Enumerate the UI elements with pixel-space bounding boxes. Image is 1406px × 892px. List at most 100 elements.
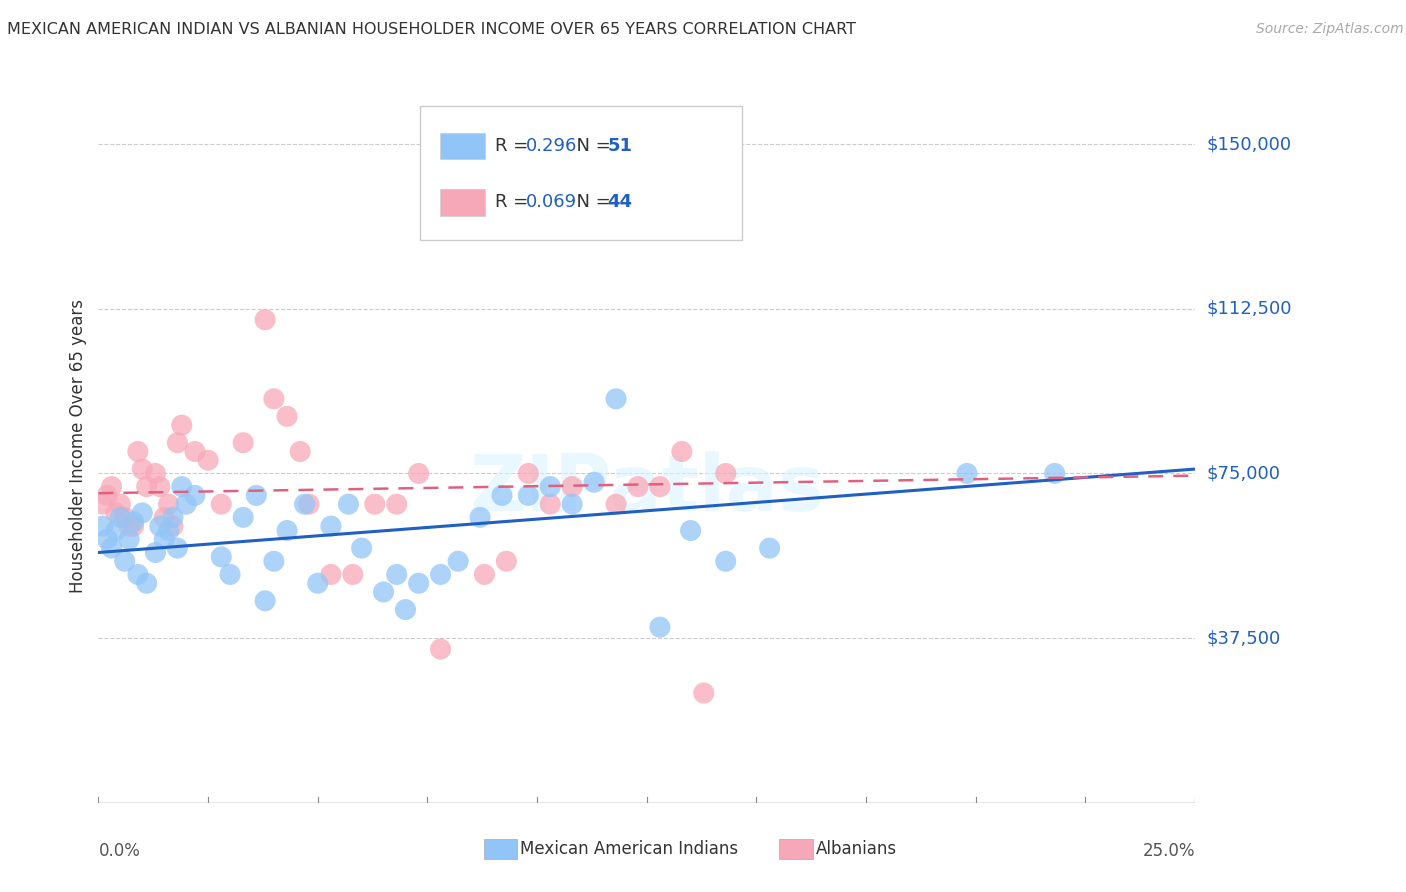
Point bbox=[561, 480, 583, 494]
Point bbox=[364, 497, 387, 511]
Point bbox=[408, 467, 430, 481]
Point bbox=[627, 480, 650, 494]
Point bbox=[491, 488, 513, 502]
Point bbox=[170, 480, 193, 494]
Text: 0.0%: 0.0% bbox=[98, 842, 141, 860]
Text: 0.296: 0.296 bbox=[526, 136, 578, 154]
Point bbox=[276, 524, 298, 538]
Point bbox=[114, 554, 136, 568]
Text: $150,000: $150,000 bbox=[1206, 135, 1291, 153]
Point bbox=[122, 515, 145, 529]
Point bbox=[648, 620, 671, 634]
Text: 0.069: 0.069 bbox=[526, 193, 576, 211]
Point bbox=[153, 533, 176, 547]
Point bbox=[162, 510, 184, 524]
Point bbox=[263, 554, 285, 568]
Point bbox=[174, 497, 197, 511]
Point bbox=[350, 541, 373, 555]
Point bbox=[110, 497, 132, 511]
Point bbox=[135, 576, 157, 591]
Point bbox=[517, 488, 540, 502]
Point bbox=[110, 510, 132, 524]
Point bbox=[319, 567, 342, 582]
Point bbox=[232, 435, 254, 450]
Point bbox=[298, 497, 321, 511]
Text: N =: N = bbox=[565, 136, 617, 154]
Text: R =: R = bbox=[495, 136, 534, 154]
Text: $75,000: $75,000 bbox=[1206, 465, 1281, 483]
Point bbox=[131, 462, 153, 476]
Point bbox=[429, 642, 451, 657]
Point bbox=[149, 480, 172, 494]
Point bbox=[157, 524, 180, 538]
Point bbox=[307, 576, 329, 591]
Point bbox=[294, 497, 316, 511]
Text: R =: R = bbox=[495, 193, 534, 211]
Text: 44: 44 bbox=[607, 193, 633, 211]
Point bbox=[447, 554, 470, 568]
Point bbox=[385, 567, 408, 582]
Point bbox=[135, 480, 157, 494]
Point bbox=[96, 488, 118, 502]
Text: $37,500: $37,500 bbox=[1206, 629, 1281, 647]
Point bbox=[149, 519, 172, 533]
Y-axis label: Householder Income Over 65 years: Householder Income Over 65 years bbox=[69, 299, 87, 593]
Point bbox=[468, 510, 491, 524]
Point bbox=[714, 554, 737, 568]
Text: Albanians: Albanians bbox=[815, 840, 897, 858]
Point bbox=[131, 506, 153, 520]
Point bbox=[495, 554, 517, 568]
Point bbox=[276, 409, 298, 424]
Point bbox=[605, 497, 627, 511]
Point bbox=[693, 686, 716, 700]
Point bbox=[679, 524, 702, 538]
Point bbox=[184, 488, 207, 502]
Point bbox=[104, 506, 127, 520]
Point bbox=[118, 519, 141, 533]
Point bbox=[145, 545, 167, 559]
Point bbox=[122, 519, 145, 533]
Point bbox=[96, 533, 118, 547]
Point bbox=[429, 567, 451, 582]
Point bbox=[170, 418, 193, 433]
Text: Mexican American Indians: Mexican American Indians bbox=[520, 840, 738, 858]
Point bbox=[1043, 467, 1066, 481]
Point bbox=[538, 480, 561, 494]
Point bbox=[263, 392, 285, 406]
Point bbox=[254, 594, 277, 608]
Point bbox=[197, 453, 219, 467]
Point bbox=[319, 519, 342, 533]
Point bbox=[219, 567, 242, 582]
Text: MEXICAN AMERICAN INDIAN VS ALBANIAN HOUSEHOLDER INCOME OVER 65 YEARS CORRELATION: MEXICAN AMERICAN INDIAN VS ALBANIAN HOUS… bbox=[7, 22, 856, 37]
Point bbox=[254, 312, 277, 326]
Point bbox=[394, 602, 416, 616]
Point bbox=[209, 497, 232, 511]
Text: $112,500: $112,500 bbox=[1206, 300, 1292, 318]
Point bbox=[118, 533, 141, 547]
Point bbox=[714, 467, 737, 481]
Point bbox=[474, 567, 496, 582]
Text: 25.0%: 25.0% bbox=[1143, 842, 1195, 860]
Point bbox=[648, 480, 671, 494]
Text: ZIPatlas: ZIPatlas bbox=[470, 450, 824, 527]
Text: N =: N = bbox=[565, 193, 617, 211]
Point bbox=[127, 567, 149, 582]
Text: 51: 51 bbox=[607, 136, 633, 154]
Point bbox=[162, 519, 184, 533]
Point bbox=[337, 497, 360, 511]
Point bbox=[290, 444, 312, 458]
Point bbox=[166, 435, 188, 450]
Point bbox=[104, 524, 127, 538]
Point bbox=[671, 444, 693, 458]
Point bbox=[583, 475, 606, 490]
Point bbox=[153, 510, 176, 524]
Point bbox=[517, 467, 540, 481]
Point bbox=[114, 510, 136, 524]
Point bbox=[127, 444, 149, 458]
Point bbox=[373, 585, 395, 599]
Point bbox=[91, 519, 114, 533]
Point bbox=[758, 541, 780, 555]
Point bbox=[605, 392, 627, 406]
Point bbox=[184, 444, 207, 458]
Point bbox=[385, 497, 408, 511]
